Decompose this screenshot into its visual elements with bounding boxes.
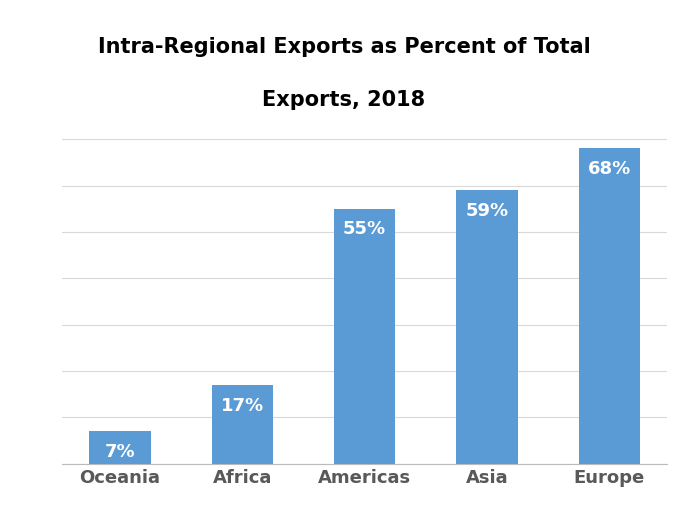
Bar [456, 190, 517, 464]
Text: 68%: 68% [588, 160, 631, 178]
Text: 59%: 59% [465, 202, 508, 220]
Text: Intra-Regional Exports as Percent of Total: Intra-Regional Exports as Percent of Tot… [98, 37, 590, 57]
Bar [212, 385, 273, 464]
Text: 7%: 7% [105, 443, 136, 461]
Bar [334, 209, 395, 464]
Text: 55%: 55% [343, 220, 386, 238]
Text: 17%: 17% [221, 396, 264, 415]
Text: Exports, 2018: Exports, 2018 [262, 90, 426, 110]
Bar [89, 431, 151, 464]
Bar [579, 149, 640, 464]
